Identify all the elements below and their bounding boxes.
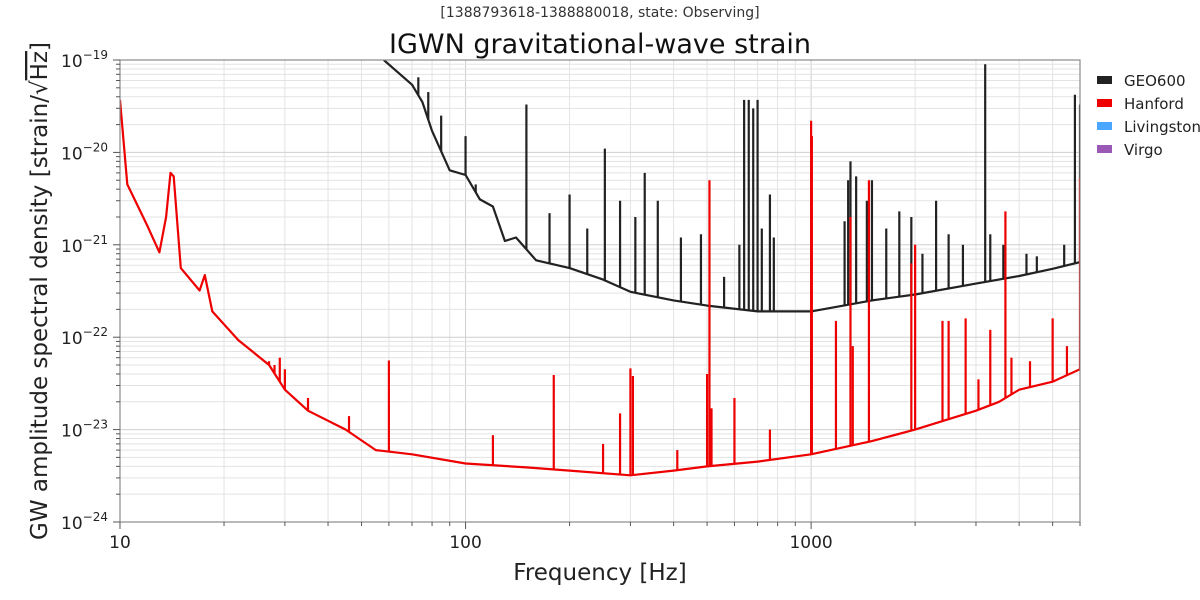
x-tick-label: 1000 (789, 533, 832, 553)
legend-item: GEO600 (1097, 72, 1186, 90)
chart-title: IGWN gravitational-wave strain (389, 29, 811, 60)
legend-swatch (1097, 145, 1112, 153)
tick-exponent: −21 (83, 233, 108, 247)
x-tick-label: 100 (449, 533, 481, 553)
legend-swatch (1097, 99, 1112, 107)
series-line (120, 99, 1080, 477)
y-tick-label: 10−23 (61, 418, 108, 442)
tick-base: 10 (61, 329, 83, 349)
tick-base: 10 (61, 514, 83, 534)
series-group (120, 60, 1080, 477)
y-axis-label-close: ] (27, 42, 53, 51)
tick-exponent: −22 (83, 325, 108, 339)
chart-subtitle: [1388793618-1388880018, state: Observing… (440, 5, 759, 21)
plot-area (120, 60, 1080, 477)
legend-label: Livingston (1124, 118, 1200, 136)
legend-item: Virgo (1097, 141, 1163, 159)
x-axis-label: Frequency [Hz] (513, 560, 686, 586)
legend: GEO600 Hanford Livingston Virgo (1097, 72, 1200, 159)
legend-label: GEO600 (1124, 72, 1186, 90)
tick-base: 10 (61, 144, 83, 164)
legend-label: Virgo (1124, 141, 1163, 159)
y-axis-label-unit: Hz (27, 51, 53, 80)
y-axis-label-text: GW amplitude spectral density [strain/ (27, 95, 53, 540)
tick-base: 10 (61, 52, 83, 72)
x-tick-label: 10 (109, 533, 131, 553)
tick-exponent: −23 (83, 418, 108, 432)
y-tick-label: 10−19 (61, 48, 108, 72)
legend-swatch (1097, 76, 1112, 84)
tick-base: 10 (61, 237, 83, 257)
tick-exponent: −24 (83, 510, 108, 524)
legend-label: Hanford (1124, 95, 1184, 113)
legend-item: Hanford (1097, 95, 1184, 113)
series-hanford (120, 99, 1080, 477)
legend-swatch (1097, 122, 1112, 130)
y-tick-label: 10−20 (61, 140, 108, 164)
sqrt-symbol: √ (27, 80, 53, 95)
y-tick-label: 10−22 (61, 325, 108, 349)
tick-exponent: −19 (83, 48, 108, 62)
plot-frame (119, 59, 1081, 523)
y-tick-label: 10−24 (61, 510, 108, 534)
tick-exponent: −20 (83, 140, 108, 154)
y-tick-label: 10−21 (61, 233, 108, 257)
legend-item: Livingston (1097, 118, 1200, 136)
tick-base: 10 (61, 422, 83, 442)
y-axis-label: GW amplitude spectral density [strain/√H… (27, 42, 53, 540)
